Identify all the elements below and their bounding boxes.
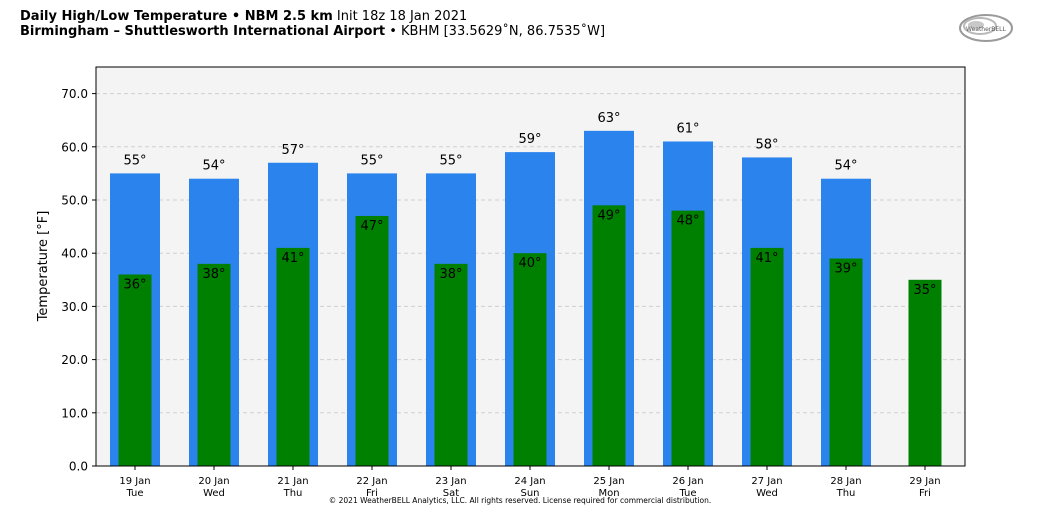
x-tick-date: 21 Jan	[277, 476, 308, 487]
title-line-1: Daily High/Low Temperature • NBM 2.5 km …	[20, 9, 605, 24]
low-value-label: 41°	[281, 251, 304, 266]
high-value-label: 55°	[360, 153, 383, 168]
title-line-2: Birmingham – Shuttlesworth International…	[20, 24, 605, 39]
high-value-label: 61°	[676, 121, 699, 136]
low-value-label: 39°	[834, 262, 857, 277]
low-value-label: 41°	[755, 251, 778, 266]
y-tick-label: 20.0	[61, 353, 88, 367]
x-tick-date: 26 Jan	[672, 476, 703, 487]
title-main: Daily High/Low Temperature • NBM 2.5 km	[20, 9, 333, 24]
x-tick-date: 23 Jan	[435, 476, 466, 487]
high-value-label: 55°	[439, 153, 462, 168]
high-bar	[584, 130, 634, 466]
low-value-label: 48°	[676, 214, 699, 229]
low-bar	[750, 247, 784, 466]
low-bar	[908, 279, 942, 466]
low-value-label: 49°	[597, 208, 620, 223]
low-bar	[671, 210, 705, 466]
x-tick-date: 22 Jan	[356, 476, 387, 487]
chart-title: Daily High/Low Temperature • NBM 2.5 km …	[20, 9, 605, 39]
high-bar	[426, 173, 476, 466]
y-axis-label: Temperature [°F]	[36, 211, 51, 323]
high-bar	[742, 157, 792, 466]
low-value-label: 47°	[360, 219, 383, 234]
high-bar	[110, 173, 160, 466]
high-value-label: 54°	[202, 159, 225, 174]
x-tick-date: 19 Jan	[119, 476, 150, 487]
x-tick-date: 24 Jan	[514, 476, 545, 487]
high-value-label: 58°	[755, 137, 778, 152]
high-bar	[268, 162, 318, 466]
low-bar	[118, 274, 152, 466]
y-tick-label: 10.0	[61, 406, 88, 420]
y-axis: 0.0 10.0 20.0 30.0 40.0 50.0 60.0 70.0	[61, 87, 96, 474]
plot-area	[96, 67, 965, 466]
high-bar	[505, 152, 555, 466]
title-init: Init 18z 18 Jan 2021	[336, 9, 468, 24]
high-bar	[663, 141, 713, 467]
low-value-label: 40°	[518, 256, 541, 271]
y-tick-label: 0.0	[69, 460, 88, 474]
high-value-label: 59°	[518, 132, 541, 147]
low-value-label: 38°	[202, 267, 225, 282]
copyright-notice: © 2021 WeatherBELL Analytics, LLC. All r…	[328, 496, 712, 505]
low-value-label: 38°	[439, 267, 462, 282]
grid-lines	[96, 93, 965, 414]
low-value-label: 35°	[913, 283, 936, 298]
high-value-label: 57°	[281, 143, 304, 158]
high-bar	[347, 173, 397, 466]
low-bar	[513, 253, 547, 466]
high-value-label: 55°	[123, 153, 146, 168]
y-tick-label: 60.0	[61, 140, 88, 154]
x-tick-date: 29 Jan	[909, 476, 940, 487]
logo-text: WeatherBELL	[966, 26, 1007, 33]
y-tick-label: 70.0	[61, 87, 88, 101]
low-bar	[276, 247, 310, 466]
high-bars	[110, 130, 871, 467]
low-bar	[355, 215, 389, 466]
x-tick-date: 27 Jan	[751, 476, 782, 487]
low-bar	[829, 258, 863, 466]
x-tick-date: 25 Jan	[593, 476, 624, 487]
high-value-label: 54°	[834, 159, 857, 174]
low-bar	[434, 263, 468, 466]
y-tick-label: 30.0	[61, 300, 88, 314]
y-tick-label: 40.0	[61, 247, 88, 261]
x-tick-date: 28 Jan	[830, 476, 861, 487]
low-bars	[118, 205, 942, 466]
y-tick-label: 50.0	[61, 194, 88, 208]
weatherbell-logo-icon: WeatherBELL	[959, 14, 1013, 42]
data-labels: 55° 36° 54° 38° 57° 41° 55° 47° 55° 38° 59° 40° 63° 4…	[123, 111, 936, 298]
high-bar	[189, 178, 239, 466]
location-coords: • KBHM [33.5629˚N, 86.7535˚W]	[389, 24, 606, 39]
plot-frame	[95, 66, 966, 467]
low-bar	[197, 263, 231, 466]
high-value-label: 63°	[597, 111, 620, 126]
x-tick-date: 20 Jan	[198, 476, 229, 487]
location-name: Birmingham – Shuttlesworth International…	[20, 24, 386, 39]
low-bar	[592, 205, 626, 466]
high-bar	[821, 178, 871, 466]
low-value-label: 36°	[123, 277, 146, 292]
